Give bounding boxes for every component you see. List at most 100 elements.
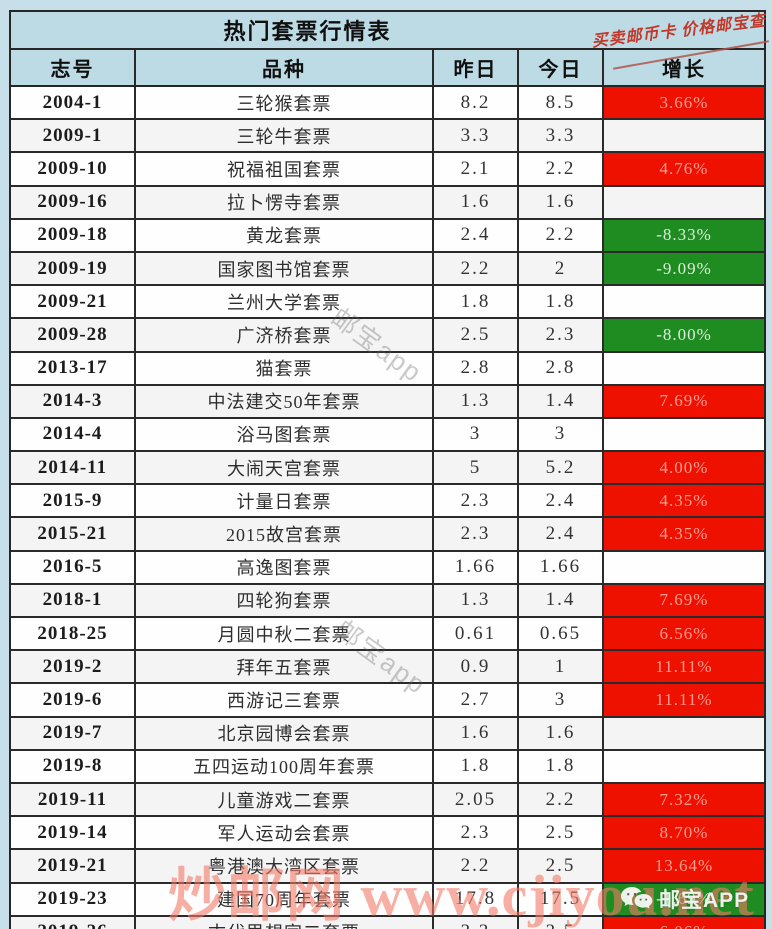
variety-name-cell: 高逸图套票 [136,551,434,583]
variety-name-cell: 四轮狗套票 [136,584,434,616]
today-price-cell: 1.4 [519,385,604,417]
variety-name-cell: 兰州大学套票 [136,286,434,318]
today-price-cell: 1.4 [519,584,604,616]
column-header-catalog: 志号 [11,50,136,85]
catalog-number-cell: 2014-4 [11,418,136,451]
catalog-number-cell: 2019-7 [11,717,136,749]
column-header-variety: 品种 [136,50,434,85]
table-row: 2018-25 月圆中秋二套票 0.61 0.65 6.56% [11,618,764,652]
table-row: 2009-19 国家图书馆套票 2.2 2 -9.09% [11,252,764,287]
yesterday-price-cell: 2.3 [434,485,519,517]
growth-cell: 4.00% [604,452,764,484]
growth-cell: 4.76% [604,153,764,185]
catalog-number-cell: 2009-19 [11,252,136,285]
growth-cell: 13.64% [604,850,764,882]
yesterday-price-cell: 1.3 [434,584,519,616]
variety-name-cell: 拉卜愣寺套票 [136,186,434,218]
today-price-cell: 8.5 [519,87,604,119]
yesterday-price-cell: 1.6 [434,186,519,218]
today-price-cell: 2.5 [519,850,604,882]
catalog-number-cell: 2014-11 [11,452,136,484]
growth-cell [604,419,764,450]
column-header-today: 今日 [519,50,604,85]
catalog-number-cell: 2009-10 [11,153,136,185]
growth-cell: 6.06% [604,916,764,929]
growth-cell: 7.32% [604,783,764,816]
table-row: 2019-14 军人运动会套票 2.3 2.5 8.70% [11,817,764,851]
table-row: 2019-11 儿童游戏二套票 2.05 2.2 7.32% [11,783,764,818]
variety-name-cell: 军人运动会套票 [136,817,434,849]
table-row: 2019-2 拜年五套票 0.9 1 11.11% [11,651,764,685]
yesterday-price-cell: 2.3 [434,518,519,550]
variety-name-cell: 拜年五套票 [136,651,434,683]
today-price-cell: 3 [519,418,604,451]
table-row: 2019-8 五四运动100周年套票 1.8 1.8 [11,750,764,784]
today-price-cell: 2.2 [519,153,604,185]
table-row: 2019-21 粤港澳大湾区套票 2.2 2.5 13.64% [11,850,764,884]
table-row: 2018-1 四轮狗套票 1.3 1.4 7.69% [11,584,764,618]
catalog-number-cell: 2009-28 [11,319,136,351]
variety-name-cell: 2015故宫套票 [136,518,434,550]
today-price-cell: 1 [519,651,604,683]
variety-name-cell: 猫套票 [136,352,434,384]
yesterday-price-cell: 2.05 [434,783,519,816]
column-header-growth: 增长 [662,59,706,81]
table-row: 2009-28 广济桥套票 2.5 2.3 -8.00% [11,319,764,353]
catalog-number-cell: 2019-2 [11,651,136,683]
table-row: 2015-21 2015故宫套票 2.3 2.4 4.35% [11,518,764,552]
variety-name-cell: 广济桥套票 [136,319,434,351]
growth-cell [604,120,764,151]
today-price-cell: 2 [519,252,604,285]
yesterday-price-cell: 2.2 [434,252,519,285]
table-header-row: 志号 品种 昨日 今日 增长 [11,50,764,87]
today-price-cell: 2.4 [519,485,604,517]
growth-cell: 6.56% [604,618,764,650]
table-row: 2019-23 建国70周年套票 17.8 17.5 -1.69% [11,883,764,917]
table-row: 2016-5 高逸图套票 1.66 1.66 [11,551,764,585]
catalog-number-cell: 2004-1 [11,87,136,119]
variety-name-cell: 月圆中秋二套票 [136,618,434,650]
table-row: 2009-18 黄龙套票 2.4 2.2 -8.33% [11,219,764,253]
catalog-number-cell: 2019-21 [11,850,136,882]
growth-cell: -8.33% [604,219,764,251]
catalog-number-cell: 2014-3 [11,385,136,417]
variety-name-cell: 计量日套票 [136,485,434,517]
yesterday-price-cell: 2.8 [434,352,519,384]
today-price-cell: 2.8 [519,352,604,384]
table-body: 2004-1 三轮猴套票 8.2 8.5 3.66% 2009-1 三轮牛套票 3.3 3.3 2… [11,87,764,929]
variety-name-cell: 浴马图套票 [136,418,434,451]
yesterday-price-cell: 2.3 [434,817,519,849]
variety-name-cell: 儿童游戏二套票 [136,783,434,816]
today-price-cell: 1.6 [519,717,604,749]
variety-name-cell: 祝福祖国套票 [136,153,434,185]
yesterday-price-cell: 1.3 [434,385,519,417]
catalog-number-cell: 2019-8 [11,750,136,782]
stamp-price-table: 热门套票行情表 志号 品种 昨日 今日 增长 2004-1 三轮猴套票 8.2 8.5 3.66… [9,10,766,929]
yesterday-price-cell: 3.3 [434,916,519,929]
today-price-cell: 3.5 [519,916,604,929]
catalog-number-cell: 2009-21 [11,286,136,318]
growth-cell: 11.11% [604,684,764,716]
yesterday-price-cell: 2.4 [434,219,519,251]
today-price-cell: 0.65 [519,618,604,650]
yesterday-price-cell: 0.61 [434,618,519,650]
catalog-number-cell: 2018-25 [11,618,136,650]
table-row: 2014-11 大闹天宫套票 5 5.2 4.00% [11,452,764,486]
variety-name-cell: 中法建交50年套票 [136,385,434,417]
table-row: 2004-1 三轮猴套票 8.2 8.5 3.66% [11,87,764,121]
yesterday-price-cell: 17.8 [434,883,519,915]
growth-cell: 7.69% [604,584,764,616]
yesterday-price-cell: 2.5 [434,319,519,351]
variety-name-cell: 三轮牛套票 [136,120,434,152]
yesterday-price-cell: 1.8 [434,750,519,782]
growth-cell: -1.69% [604,883,764,915]
growth-cell: -9.09% [604,252,764,285]
yesterday-price-cell: 2.7 [434,684,519,716]
today-price-cell: 3 [519,684,604,716]
yesterday-price-cell: 2.2 [434,850,519,882]
today-price-cell: 2.4 [519,518,604,550]
today-price-cell: 1.6 [519,186,604,218]
table-row: 2009-1 三轮牛套票 3.3 3.3 [11,120,764,154]
catalog-number-cell: 2019-26 [11,916,136,929]
yesterday-price-cell: 0.9 [434,651,519,683]
